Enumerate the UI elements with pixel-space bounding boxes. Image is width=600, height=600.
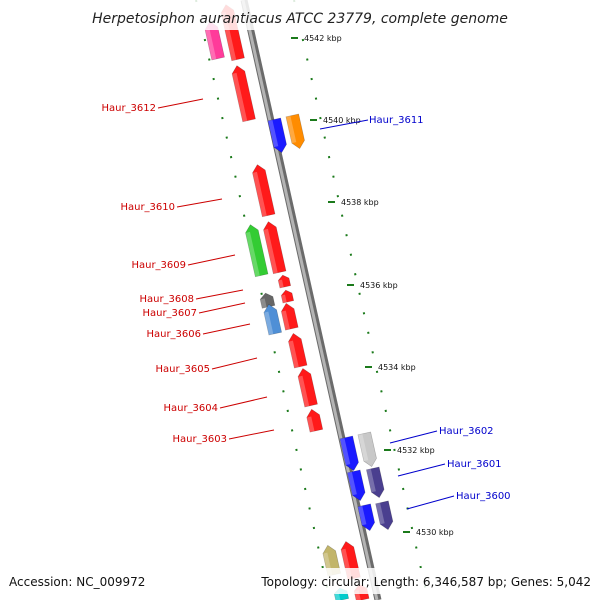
scale-label: 4538 kbp: [341, 198, 379, 207]
gene-label[interactable]: Haur_3608: [139, 294, 194, 305]
label-leader: [198, 302, 246, 314]
gene-label[interactable]: Haur_3602: [439, 426, 494, 437]
accession-text: Accession: NC_009972: [9, 575, 145, 589]
gene-arrow[interactable]: [375, 500, 395, 531]
gene-label[interactable]: Haur_3604: [163, 403, 218, 414]
label-leader: [228, 429, 275, 440]
genome-backbone: [240, 0, 382, 600]
scale-label: 4540 kbp: [323, 116, 361, 125]
gene-arrow[interactable]: [287, 332, 308, 369]
gene-label[interactable]: Haur_3601: [447, 459, 502, 470]
gene-arrow[interactable]: [251, 163, 276, 218]
label-leader: [176, 198, 223, 208]
gene-label[interactable]: Haur_3606: [146, 329, 201, 340]
scale-label: 4534 kbp: [378, 363, 416, 372]
gene-arrow[interactable]: [262, 220, 287, 275]
label-leader: [195, 289, 244, 300]
gene-arrow[interactable]: [366, 466, 385, 499]
label-leader: [389, 430, 438, 444]
label-leader: [211, 357, 258, 370]
gene-label[interactable]: Haur_3610: [120, 202, 175, 213]
scale-ticks: 4542 kbp 4540 kbp 4538 kbp 4536 kbp 4534 kbp…: [291, 34, 454, 537]
gene-features: [204, 4, 395, 600]
label-leader: [406, 495, 455, 510]
scale-label: 4530 kbp: [416, 528, 454, 537]
gene-arrow[interactable]: [262, 303, 282, 336]
gene-label[interactable]: Haur_3605: [155, 364, 210, 375]
label-leader: [202, 323, 251, 335]
gene-label[interactable]: Haur_3600: [456, 491, 511, 502]
gene-arrow[interactable]: [267, 117, 288, 154]
gene-arrow[interactable]: [347, 469, 366, 502]
scale-label: 4542 kbp: [304, 34, 342, 43]
gene-arrow[interactable]: [244, 223, 269, 278]
map-title: Herpetosiphon aurantiacus ATCC 23779, co…: [92, 11, 508, 27]
label-leader: [219, 396, 268, 409]
label-leader: [397, 463, 446, 477]
gene-arrow[interactable]: [305, 408, 324, 433]
gene-arrow[interactable]: [339, 435, 360, 472]
gene-label[interactable]: Haur_3609: [131, 260, 186, 271]
gene-arrow[interactable]: [297, 367, 318, 408]
scale-label: 4536 kbp: [360, 281, 398, 290]
scale-label: 4532 kbp: [397, 446, 435, 455]
label-leader: [187, 254, 236, 266]
gene-arrow[interactable]: [357, 431, 378, 468]
gene-label[interactable]: Haur_3611: [369, 115, 424, 126]
label-leader: [319, 119, 369, 130]
gene-arrow[interactable]: [280, 289, 295, 304]
gene-arrow[interactable]: [357, 503, 376, 532]
gene-arrow[interactable]: [259, 292, 276, 309]
gene-label[interactable]: Haur_3607: [142, 308, 197, 319]
gene-arrow[interactable]: [277, 274, 292, 289]
gene-label[interactable]: Haur_3603: [172, 434, 227, 445]
label-leader: [157, 98, 204, 109]
gene-labels: Haur_3612 Haur_3611 Haur_3610 Haur_3609 Haur…: [101, 98, 511, 510]
gene-arrow[interactable]: [280, 302, 299, 331]
gene-arrow[interactable]: [285, 113, 306, 150]
gene-label[interactable]: Haur_3612: [101, 103, 156, 114]
topology-text: Topology: circular; Length: 6,346,587 bp…: [260, 575, 591, 589]
gene-arrow[interactable]: [231, 64, 256, 123]
